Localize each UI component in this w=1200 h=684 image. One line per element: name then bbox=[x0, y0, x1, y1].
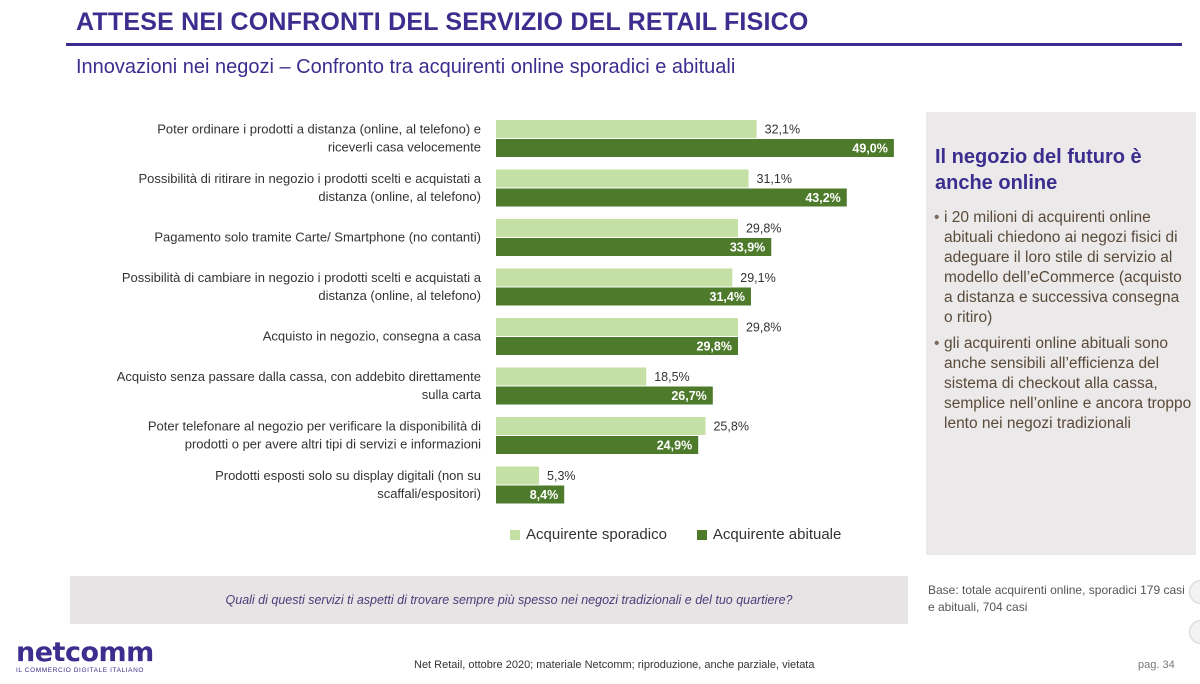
category-label: Possibilità di cambiare in negozio i pro… bbox=[122, 270, 482, 303]
category-label: Pagamento solo tramite Carte/ Smartphone… bbox=[154, 230, 481, 245]
bar-sporadic bbox=[496, 466, 540, 485]
scroll-indicator-upper[interactable] bbox=[1189, 580, 1200, 604]
category-label: Possibilità di ritirare in negozio i pro… bbox=[138, 171, 481, 204]
value-label-habitual: 33,9% bbox=[730, 241, 765, 255]
bar-habitual bbox=[496, 139, 894, 157]
chart-legend: Acquirente sporadico Acquirente abituale bbox=[510, 526, 871, 543]
bar-habitual bbox=[496, 386, 713, 405]
survey-question-box: Quali di questi servizi ti aspetti di tr… bbox=[70, 576, 908, 624]
insight-heading: Il negozio del futuro è anche online bbox=[935, 144, 1185, 196]
page-title: ATTESE NEI CONFRONTI DEL SERVIZIO DEL RE… bbox=[76, 8, 809, 36]
legend-label-sporadic: Acquirente sporadico bbox=[526, 526, 667, 543]
bar-chart: Poter ordinare i prodotti a distanza (on… bbox=[117, 120, 894, 504]
bar-sporadic bbox=[496, 120, 757, 138]
page-number: pag. 34 bbox=[1138, 659, 1175, 671]
category-label: Acquisto in negozio, consegna a casa bbox=[263, 329, 482, 344]
value-label-sporadic: 29,8% bbox=[746, 321, 781, 335]
bar-habitual bbox=[496, 188, 847, 207]
value-label-habitual: 31,4% bbox=[710, 290, 745, 304]
insight-bullet: i 20 milioni di acquirenti online abitua… bbox=[934, 208, 1192, 328]
insight-heading-line1: Il negozio del futuro è bbox=[935, 146, 1142, 168]
value-label-habitual: 26,7% bbox=[671, 389, 706, 403]
value-label-habitual: 43,2% bbox=[805, 191, 840, 205]
value-label-sporadic: 18,5% bbox=[654, 370, 689, 384]
value-label-habitual: 29,8% bbox=[697, 340, 732, 354]
legend-item-sporadic: Acquirente sporadico bbox=[510, 526, 667, 543]
value-label-habitual: 49,0% bbox=[852, 142, 887, 156]
survey-question: Quali di questi servizi ti aspetti di tr… bbox=[225, 593, 793, 607]
footer-source: Net Retail, ottobre 2020; materiale Netc… bbox=[414, 659, 815, 671]
logo-tagline: IL COMMERCIO DIGITALE ITALIANO bbox=[16, 667, 145, 674]
value-label-habitual: 24,9% bbox=[657, 439, 692, 453]
scroll-indicator-lower[interactable] bbox=[1189, 620, 1200, 644]
bar-sporadic bbox=[496, 367, 647, 386]
bar-habitual bbox=[496, 337, 738, 355]
value-label-sporadic: 25,8% bbox=[713, 420, 748, 434]
bar-habitual bbox=[496, 485, 565, 504]
legend-swatch-habitual bbox=[696, 529, 707, 540]
bar-sporadic bbox=[496, 268, 733, 287]
legend-label-habitual: Acquirente abituale bbox=[712, 526, 842, 543]
bar-sporadic bbox=[496, 417, 706, 435]
insight-panel: Il negozio del futuro è anche online i 2… bbox=[926, 112, 1196, 555]
bar-habitual bbox=[496, 436, 699, 454]
bar-habitual bbox=[496, 238, 772, 256]
chart-subtitle: Innovazioni nei negozi – Confronto tra a… bbox=[76, 56, 736, 78]
bar-habitual bbox=[496, 287, 751, 306]
category-label: Poter ordinare i prodotti a distanza (on… bbox=[157, 122, 481, 155]
value-label-sporadic: 29,8% bbox=[746, 222, 781, 236]
bar-sporadic bbox=[496, 318, 738, 336]
value-label-sporadic: 5,3% bbox=[547, 469, 576, 483]
value-label-sporadic: 31,1% bbox=[757, 172, 792, 186]
insight-heading-line2: anche online bbox=[935, 172, 1058, 194]
bar-sporadic bbox=[496, 169, 749, 188]
category-label: Poter telefonare al negozio per verifica… bbox=[148, 419, 481, 452]
category-label: Acquisto senza passare dalla cassa, con … bbox=[117, 369, 482, 402]
title-rule bbox=[66, 43, 1182, 46]
legend-swatch-sporadic bbox=[510, 529, 520, 540]
insight-bullets: i 20 milioni di acquirenti online abitua… bbox=[934, 208, 1192, 440]
logo-wordmark: netcomm bbox=[16, 637, 154, 668]
value-label-sporadic: 29,1% bbox=[740, 271, 775, 285]
legend-item-habitual: Acquirente abituale bbox=[696, 526, 842, 543]
base-note: Base: totale acquirenti online, sporadic… bbox=[928, 583, 1185, 614]
value-label-habitual: 8,4% bbox=[530, 488, 559, 502]
netcomm-logo: netcomm IL COMMERCIO DIGITALE ITALIANO bbox=[16, 637, 176, 674]
insight-bullet: gli acquirenti online abituali sono anch… bbox=[934, 334, 1192, 434]
category-label: Prodotti esposti solo su display digital… bbox=[215, 468, 481, 501]
value-label-sporadic: 32,1% bbox=[765, 123, 800, 137]
bar-sporadic bbox=[496, 219, 738, 237]
